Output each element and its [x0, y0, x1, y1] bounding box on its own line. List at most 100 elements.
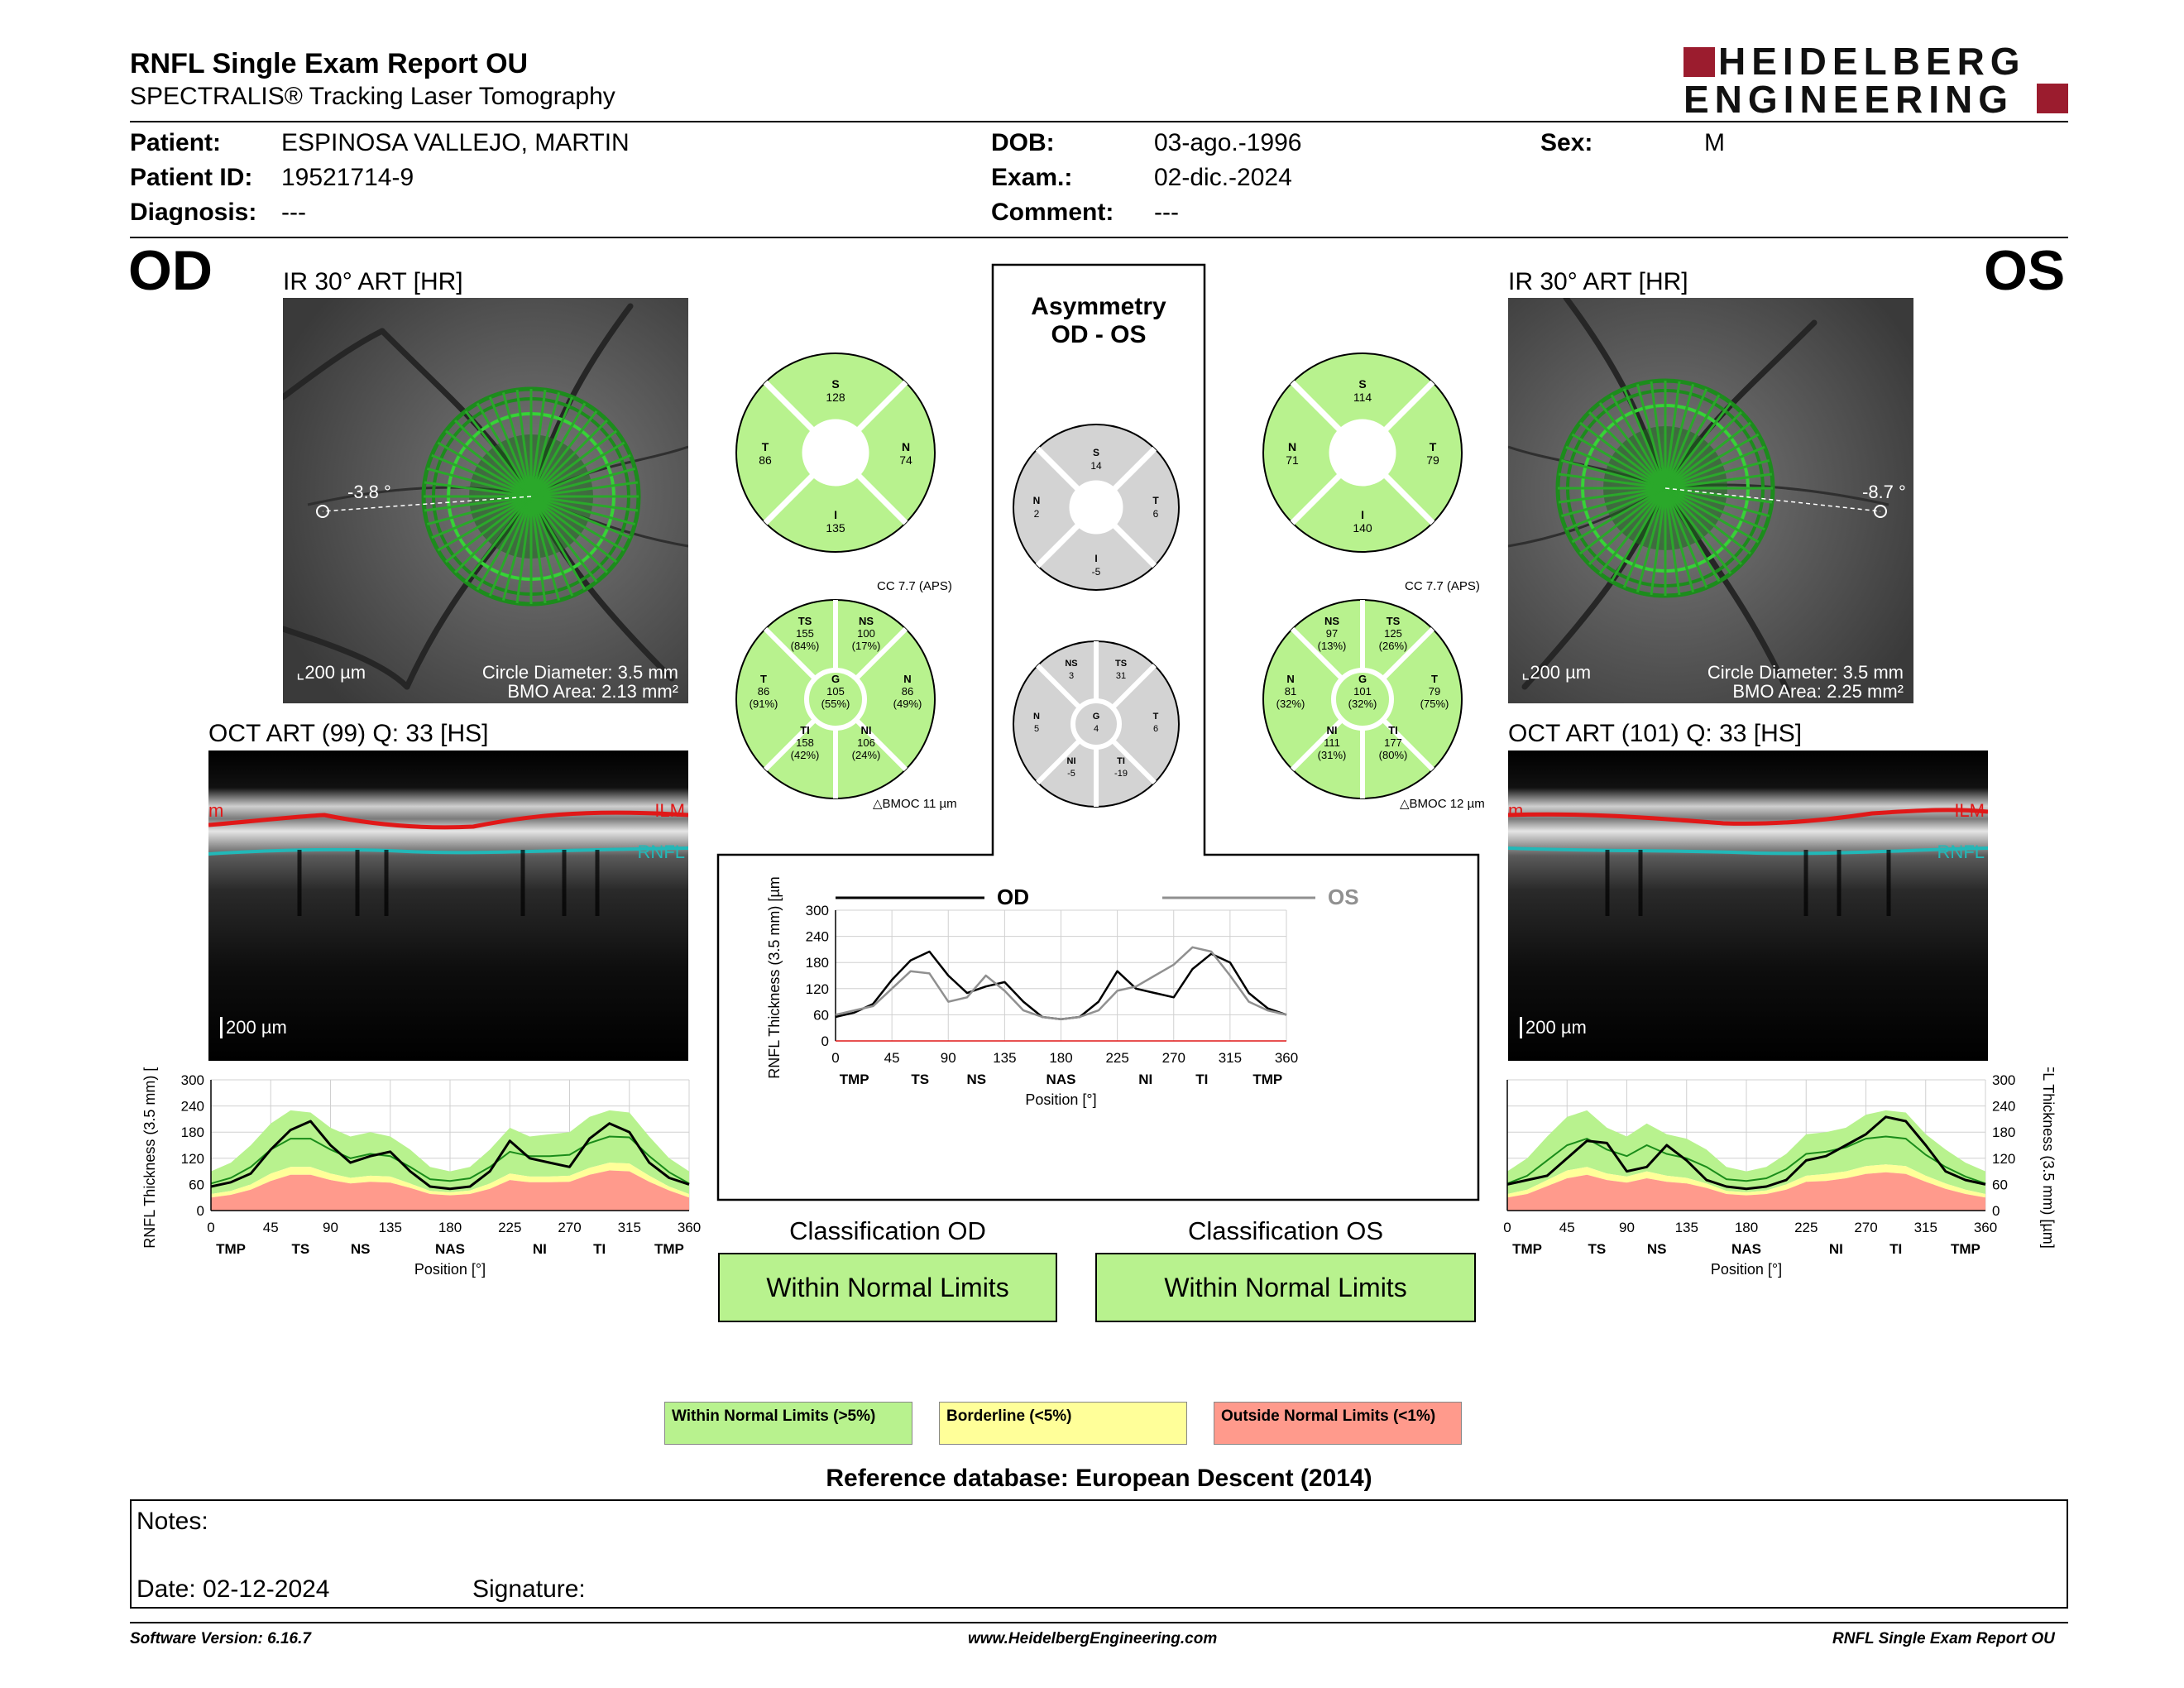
footer-report-name: RNFL Single Exam Report OU [1832, 1630, 2055, 1647]
x-tick-label: 270 [1854, 1220, 1877, 1235]
x-tick-label: 45 [1559, 1220, 1575, 1235]
median-line [1506, 1135, 1986, 1185]
os-s6-center [1331, 668, 1394, 731]
scan-spoke [1664, 487, 1681, 596]
os-s4-label-t: T [1430, 440, 1437, 453]
signature-label: Signature: [472, 1575, 586, 1603]
y-tick-label: 120 [181, 1151, 204, 1167]
od-s6-pct-n: (49%) [893, 698, 922, 710]
scan-spoke [1664, 384, 1695, 489]
asym-s6-label-ti: TI [1117, 756, 1125, 766]
od-s6-label-g: G [831, 673, 840, 685]
od-s6-value-ts: 155 [796, 627, 814, 640]
od-s6-pct-ts: (84%) [791, 640, 820, 652]
od-s4-value-s: 128 [826, 391, 845, 404]
asym-s4-divider [1035, 524, 1080, 568]
os-s6-value-ns: 97 [1326, 627, 1338, 640]
asym-s4-value-s: 14 [1090, 460, 1102, 472]
os-s6-value-ts: 125 [1384, 627, 1402, 640]
y-tick-label: 0 [821, 1033, 829, 1049]
legend-normal: Within Normal Limits (>5%) [664, 1402, 912, 1445]
y-tick-label: 120 [806, 981, 829, 997]
x-tick-label: 135 [1675, 1220, 1698, 1235]
od-cc: CC 7.7 (APS) [877, 579, 952, 593]
y-tick-label: 60 [189, 1177, 204, 1192]
od-s6-label-n: N [903, 673, 911, 685]
os-fundus-image: -8.7 ° ⌞200 µm Circle Diameter: 3.5 mm B… [1508, 298, 1913, 703]
sector-label: NS [351, 1241, 371, 1257]
os-bmo-area: BMO Area: 2.25 mm² [1732, 681, 1904, 702]
asym-s6-divider [1036, 664, 1082, 710]
od-s6-value-ns: 100 [857, 627, 875, 640]
x-tick-label: 90 [1619, 1220, 1635, 1235]
os-s6-value-n: 81 [1285, 685, 1296, 698]
scan-spoke [1622, 388, 1667, 489]
os-ilm-left: m [1508, 800, 1524, 821]
scan-spoke [424, 495, 532, 512]
y-tick-label: 0 [197, 1203, 204, 1219]
dob: 03-ago.-1996 [1154, 129, 1302, 156]
scan-spoke [530, 495, 625, 552]
od-s4-divider [856, 380, 908, 432]
os-s6-pct-g: (32%) [1348, 698, 1377, 710]
od-fundus-scale-text: 200 µm [304, 662, 366, 683]
scan-spoke [424, 481, 532, 498]
asym-s4-divider [1113, 446, 1157, 491]
scan-spoke [437, 495, 532, 552]
od-s4-divider [763, 473, 815, 525]
x-tick-label: 45 [263, 1220, 279, 1235]
x-tick-label: 135 [993, 1050, 1016, 1066]
od-s6-divider [854, 627, 908, 681]
scan-spoke [431, 453, 532, 498]
asym-s6-value-ns: 3 [1069, 671, 1074, 681]
os-s6-pct-ni: (31%) [1318, 749, 1347, 761]
scan-spoke [1561, 458, 1666, 490]
os-oct-title: OCT ART (101) Q: 33 [HS] [1508, 720, 1803, 747]
os-s6-pct-ti: (80%) [1379, 749, 1408, 761]
od-ir-title: IR 30° ART [HR] [283, 268, 463, 295]
exam-date: 02-dic.-2024 [1154, 164, 1292, 191]
logo-line2: ENGINEERING [1684, 78, 2014, 121]
outside-band [1507, 1172, 1985, 1211]
asym-s4-label-t: T [1152, 495, 1159, 506]
x-tick-label: 90 [323, 1220, 338, 1235]
od-s4-value-i: 135 [826, 521, 845, 535]
x-axis-label: Position [°] [414, 1261, 486, 1278]
x-axis-label: Position [°] [1711, 1261, 1782, 1278]
asym-s6-value-t: 6 [1153, 724, 1158, 734]
scan-spoke [1610, 394, 1667, 489]
od-s6-pct-ns: (17%) [852, 640, 881, 652]
od-s6-divider [854, 717, 908, 771]
os-s6-label-g: G [1358, 673, 1367, 685]
x-tick-label: 315 [1914, 1220, 1937, 1235]
scan-spoke [530, 453, 631, 498]
scan-spoke [1598, 401, 1667, 489]
od-angle: -3.8 ° [347, 482, 391, 502]
asym-s4-value-i: -5 [1092, 566, 1101, 578]
x-tick-label: 180 [1049, 1050, 1072, 1066]
scan-spoke [1565, 445, 1666, 490]
scan-spoke [1636, 384, 1667, 489]
scan-spoke [1598, 487, 1667, 575]
od-s6-label-ts: TS [798, 615, 812, 627]
od-s6-center [804, 668, 867, 731]
sector-label: NI [1829, 1241, 1843, 1257]
sector-label: NS [1647, 1241, 1667, 1257]
od-classification: Within Normal Limits [718, 1253, 1057, 1322]
os-thickness-chart: 0 60 120 180 240 300 0 45 90 135 180 225 270 315 360 TM… [1503, 1067, 2057, 1278]
scan-spoke [530, 495, 635, 526]
scan-spoke [529, 496, 561, 601]
y-axis-label: RNFL Thickness (3.5 mm) [µm] [766, 877, 783, 1079]
scan-spoke [1664, 487, 1708, 588]
asym-s6-label-ns: NS [1065, 659, 1077, 669]
scan-spoke [1558, 487, 1666, 504]
scan-spoke [1622, 487, 1667, 588]
sector-label: TMP [1951, 1241, 1980, 1257]
patient-label: Patient: [130, 129, 222, 156]
od-oct-title: OCT ART (99) Q: 33 [HS] [208, 720, 489, 747]
scan-spoke [515, 389, 533, 497]
sector-label: NAS [1046, 1072, 1076, 1087]
scan-spoke [1561, 487, 1666, 518]
os-s6-pct-ns: (13%) [1318, 640, 1347, 652]
scan-spoke [476, 402, 533, 497]
